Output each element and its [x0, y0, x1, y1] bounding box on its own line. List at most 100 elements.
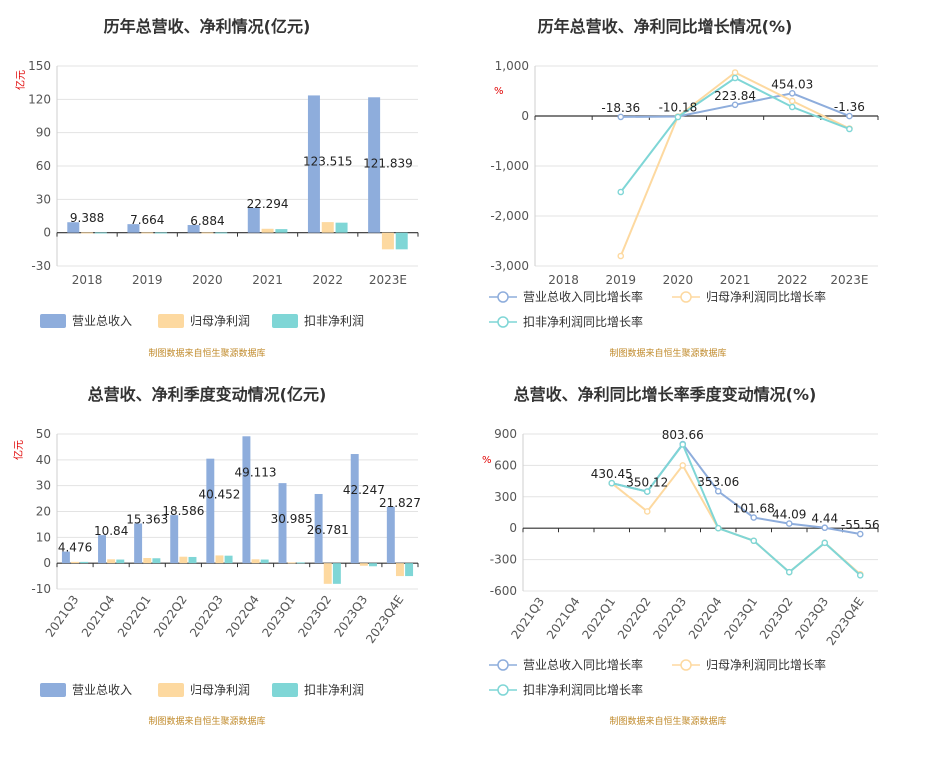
- data-point-1: [788, 97, 796, 105]
- bar-2: [94, 232, 107, 234]
- y-unit-label: 亿元: [12, 440, 25, 460]
- legend-swatch-parent: [158, 314, 184, 328]
- bar-0: [386, 506, 395, 564]
- x-tick-label: 2018: [548, 273, 579, 287]
- legend-label: 营业总收入同比增长率: [523, 289, 643, 304]
- y-tick-label: -10: [31, 582, 51, 596]
- x-tick-label: 2021Q4: [79, 593, 118, 640]
- data-point-2: [674, 113, 682, 121]
- data-label: 430.45: [591, 467, 633, 481]
- y-tick-label: 10: [36, 530, 51, 544]
- data-label: -55.56: [841, 518, 880, 532]
- bar-2: [155, 232, 168, 234]
- bar-2: [80, 561, 89, 564]
- data-label: 223.84: [714, 89, 756, 103]
- bar-2: [395, 232, 408, 250]
- x-tick-label: 2022: [777, 273, 808, 287]
- bar-0: [134, 523, 143, 564]
- legend-swatch-revenue: [40, 683, 66, 697]
- bar-0: [247, 207, 260, 233]
- data-label: 123.515: [303, 154, 353, 168]
- source-note: 制图数据来自恒生聚源数据库: [148, 347, 265, 359]
- data-label: 22.294: [247, 197, 289, 211]
- data-label: 121.839: [363, 156, 413, 170]
- plot-area: -10010203040502021Q32021Q42022Q12022Q220…: [31, 427, 421, 646]
- y-tick-label: 0: [521, 109, 529, 123]
- plot-area: -600-30003006009002021Q32021Q42022Q12022…: [490, 427, 880, 648]
- data-point-1: [731, 69, 739, 76]
- x-tick-label: 2023Q1: [259, 593, 298, 640]
- bar-1: [321, 222, 334, 233]
- data-point-2: [785, 568, 793, 576]
- data-point-2: [731, 74, 739, 82]
- chart-title: 历年总营收、净利同比增长情况(%): [538, 17, 793, 36]
- data-label: 350.12: [626, 476, 668, 490]
- bar-0: [127, 224, 140, 233]
- y-unit-label: %: [482, 455, 492, 466]
- bar-2: [260, 559, 269, 564]
- data-label: 101.68: [733, 502, 775, 516]
- y-unit-label: %: [494, 86, 504, 97]
- bar-0: [242, 436, 251, 564]
- bar-1: [107, 559, 116, 564]
- x-tick-label: 2022Q4: [686, 595, 725, 642]
- data-point-0: [731, 101, 739, 109]
- data-label: 454.03: [771, 77, 813, 91]
- y-tick-label: 90: [36, 126, 51, 140]
- x-tick-label: 2021Q3: [43, 593, 82, 640]
- bar-0: [170, 515, 179, 564]
- data-point-0: [788, 89, 796, 97]
- chart-title: 总营收、净利同比增长率季度变动情况(%): [514, 385, 817, 404]
- x-tick-label: 2023Q3: [332, 593, 371, 640]
- bar-1: [143, 558, 152, 564]
- data-point-0: [846, 112, 853, 120]
- x-tick-label: 2022Q3: [650, 595, 689, 642]
- data-label: -1.36: [834, 100, 865, 114]
- data-label: -18.36: [601, 101, 640, 115]
- data-label: 49.113: [235, 465, 277, 479]
- y-tick-label: 0: [43, 226, 51, 240]
- y-tick-label: 60: [36, 159, 51, 173]
- source-note: 制图数据来自恒生聚源数据库: [148, 715, 265, 727]
- legend-swatch-deducted: [272, 314, 298, 328]
- data-label: 4.476: [58, 541, 92, 555]
- y-tick-label: 30: [36, 479, 51, 493]
- x-tick-label: 2022Q4: [223, 593, 262, 640]
- bar-2: [188, 556, 197, 564]
- y-tick-label: 20: [36, 505, 51, 519]
- data-point-0: [856, 530, 864, 538]
- bar-2: [116, 559, 125, 564]
- bar-0: [307, 95, 320, 233]
- bar-1: [141, 232, 154, 234]
- bar-0: [368, 97, 381, 233]
- bar-1: [287, 562, 296, 564]
- legend-marker-deducted: [489, 316, 517, 328]
- x-tick-label: 2018: [72, 273, 103, 287]
- plot-area: -3,000 -2,000 -1,000 0 1,000 2018 2019 2020 2021…: [490, 59, 879, 287]
- data-point-2: [821, 539, 829, 547]
- data-label: 15.363: [126, 512, 168, 526]
- data-point-0: [821, 524, 829, 532]
- bar-1: [323, 563, 332, 584]
- bar-1: [261, 228, 274, 233]
- bar-0: [206, 458, 215, 564]
- bar-1: [359, 563, 368, 566]
- data-label: 803.66: [662, 428, 704, 442]
- x-tick-label: 2021Q4: [544, 595, 583, 642]
- data-label: 40.452: [198, 488, 240, 502]
- x-tick-label: 2021: [252, 273, 283, 287]
- data-point-1: [643, 508, 651, 515]
- legend-marker-parent: [672, 659, 700, 671]
- bar-0: [61, 551, 70, 564]
- bar-2: [335, 222, 348, 233]
- legend-label: 营业总收入同比增长率: [523, 657, 643, 672]
- x-tick-label: 2023E: [830, 273, 868, 287]
- y-tick-label: 1,000: [495, 59, 529, 73]
- data-point-2: [643, 488, 651, 495]
- bar-2: [405, 563, 414, 577]
- data-label: 353.06: [697, 475, 739, 489]
- x-tick-label: 2022Q2: [151, 593, 190, 640]
- y-tick-label: -1,000: [490, 159, 529, 173]
- bar-1: [215, 555, 224, 564]
- x-tick-label: 2022Q2: [615, 595, 654, 642]
